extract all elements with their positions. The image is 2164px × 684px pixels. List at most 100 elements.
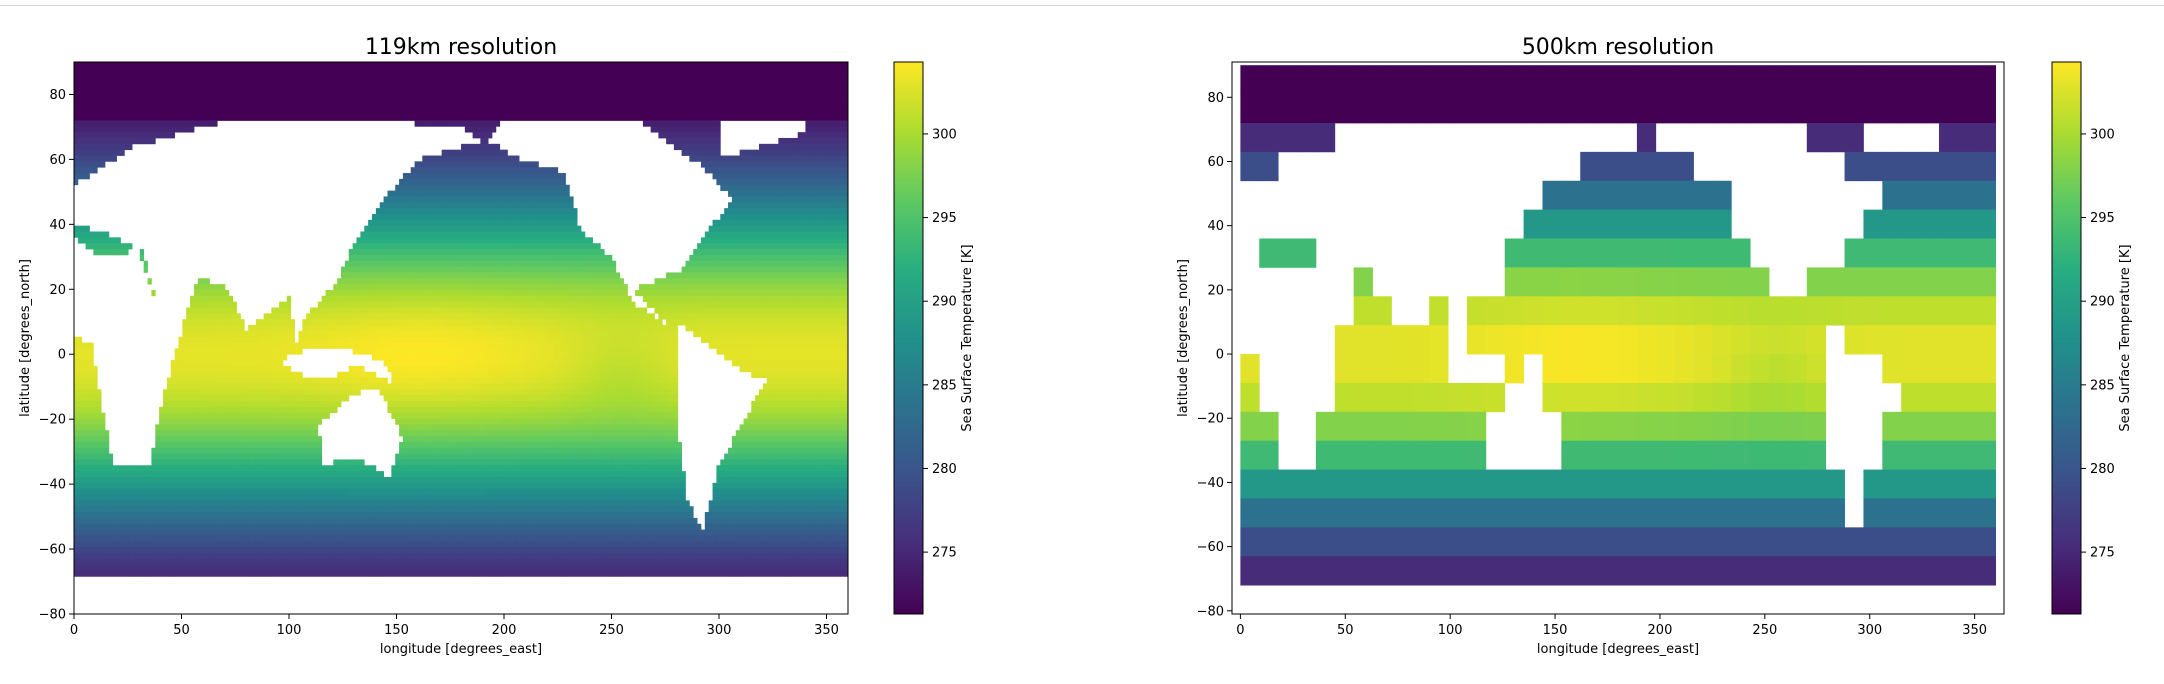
sst-cell [379,79,384,86]
sst-cell [619,62,624,69]
sst-cell [182,67,187,75]
sst-cell [437,254,443,262]
sst-cell [577,231,582,238]
sst-cell [457,91,462,98]
sst-cell [762,196,768,203]
sst-cell [178,73,183,80]
sst-cell [801,102,806,110]
sst-cell [824,155,830,162]
sst-cell [430,266,435,273]
sst-cell [116,237,121,244]
sst-cell [681,79,686,86]
sst-cell [193,85,199,92]
sst-cell [828,237,833,244]
sst-cell [700,254,706,262]
sst-cell [569,67,574,75]
sst-cell [720,173,725,180]
sst-cell [476,97,481,104]
sst-cell [426,249,431,256]
sst-cell [341,79,346,86]
sst-cell [515,155,520,162]
sst-cell [201,120,206,127]
sst-cell [190,91,195,98]
sst-cell [484,108,489,115]
sst-cell [801,284,806,291]
sst-cell [480,260,485,267]
sst-cell [143,85,148,92]
sst-cell [495,237,501,244]
sst-cell [402,202,408,209]
sst-cell [557,196,563,203]
sst-cell [298,91,303,98]
sst-cell [704,284,710,291]
sst-cell [395,108,400,115]
sst-cell [410,178,415,186]
sst-cell [611,91,617,98]
sst-cell [441,149,446,156]
sst-cell [433,155,439,162]
sst-cell [418,120,423,127]
sst-cell [81,173,87,180]
sst-cell [402,62,408,69]
sst-cell [310,108,315,115]
sst-cell [484,225,489,232]
sst-cell [368,254,373,262]
sst-cell [522,254,528,262]
sst-cell [608,102,613,110]
sst-cell [758,289,764,297]
sst-cell [488,126,493,133]
sst-cell [832,73,837,80]
sst-cell [743,85,748,92]
sst-cell [584,102,590,110]
sst-cell [139,79,145,86]
sst-cell [457,178,462,186]
sst-cell [344,260,350,267]
sst-cell [461,67,466,75]
sst-cell [546,62,551,69]
sst-cell [457,196,462,203]
sst-cell [724,289,729,297]
sst-cell [515,237,520,244]
sst-cell [190,120,195,127]
sst-cell [472,254,477,262]
sst-cell [120,137,125,145]
sst-cell [673,79,679,86]
sst-cell [74,120,79,127]
sst-cell [836,208,841,215]
sst-cell [840,62,845,69]
sst-cell [221,102,226,110]
sst-cell [101,249,106,256]
sst-cell [650,295,655,303]
sst-cell [468,202,474,209]
sst-cell [159,62,164,69]
sst-cell [449,97,454,104]
sst-cell [441,213,446,221]
sst-cell [132,132,137,139]
sst-cell [708,254,713,262]
sst-cell [627,102,632,110]
sst-cell [371,62,377,69]
sst-cell [445,62,450,69]
sst-cell [348,249,354,256]
sst-cell [186,91,191,98]
sst-cell [824,126,830,133]
sst-cell [553,62,559,69]
sst-cell [449,167,454,174]
sst-cell [406,73,412,80]
sst-cell [453,254,458,262]
sst-cell [182,91,187,98]
sst-cell [101,143,106,151]
sst-cell [511,102,516,110]
sst-cell [542,202,547,209]
sst-cell [557,249,563,256]
sst-cell [793,143,799,151]
sst-cell [120,132,125,139]
sst-cell [178,91,183,98]
sst-cell [762,143,768,151]
sst-cell [577,278,582,285]
sst-cell [74,108,79,115]
sst-cell [333,301,338,308]
sst-cell [809,62,814,69]
sst-cell [739,295,744,303]
sst-cell [762,266,768,273]
